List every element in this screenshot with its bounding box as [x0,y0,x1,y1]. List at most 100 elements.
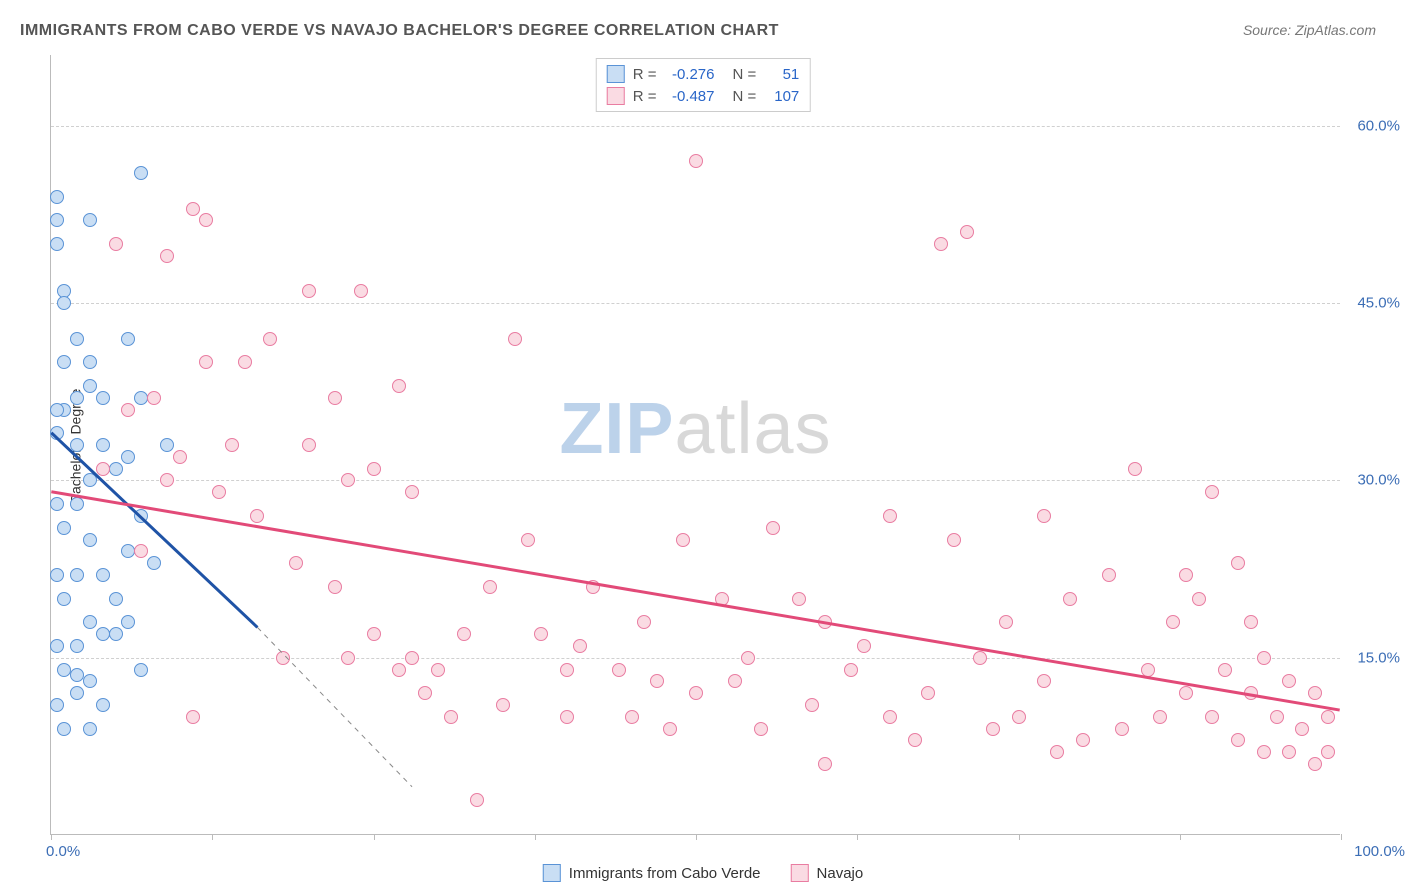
scatter-point [147,556,161,570]
scatter-point [50,190,64,204]
y-tick-label: 30.0% [1345,472,1400,489]
legend-n-label: N = [733,88,757,105]
scatter-point [121,403,135,417]
scatter-point [573,639,587,653]
x-tick-mark [1019,834,1020,840]
scatter-point [1141,663,1155,677]
scatter-point [83,533,97,547]
scatter-point [57,355,71,369]
scatter-point [121,544,135,558]
scatter-point [83,473,97,487]
scatter-point [199,213,213,227]
scatter-point [354,284,368,298]
scatter-point [70,639,84,653]
x-tick-mark [535,834,536,840]
legend-swatch [791,864,809,882]
scatter-point [1166,615,1180,629]
x-tick-mark [212,834,213,840]
scatter-point [96,438,110,452]
chart-area: 15.0%30.0%45.0%60.0%0.0%100.0%ZIPatlas [50,55,1340,835]
scatter-point [147,391,161,405]
scatter-point [1282,674,1296,688]
scatter-point [134,544,148,558]
scatter-point [57,296,71,310]
scatter-point [1102,568,1116,582]
scatter-point [857,639,871,653]
scatter-point [160,249,174,263]
scatter-point [883,710,897,724]
scatter-point [160,473,174,487]
x-tick-label-min: 0.0% [46,843,80,860]
scatter-point [50,426,64,440]
scatter-point [341,473,355,487]
scatter-point [134,391,148,405]
scatter-point [521,533,535,547]
legend-r-label: R = [633,66,657,83]
scatter-point [405,485,419,499]
scatter-point [70,497,84,511]
scatter-point [328,391,342,405]
scatter-point [986,722,1000,736]
gridline [51,303,1340,304]
scatter-point [470,793,484,807]
scatter-point [1076,733,1090,747]
scatter-point [302,438,316,452]
scatter-point [1179,686,1193,700]
scatter-point [960,225,974,239]
gridline [51,126,1340,127]
scatter-point [431,663,445,677]
scatter-point [70,686,84,700]
page-title: IMMIGRANTS FROM CABO VERDE VS NAVAJO BAC… [20,22,779,40]
scatter-point [457,627,471,641]
scatter-point [612,663,626,677]
scatter-point [199,355,213,369]
scatter-point [121,615,135,629]
scatter-point [1179,568,1193,582]
legend-n-value: 51 [764,66,799,83]
scatter-point [186,202,200,216]
legend-row: R =-0.487N =107 [607,85,800,107]
scatter-point [109,592,123,606]
scatter-point [637,615,651,629]
scatter-point [1218,663,1232,677]
scatter-point [792,592,806,606]
scatter-point [109,627,123,641]
scatter-point [1231,733,1245,747]
legend-swatch [607,65,625,83]
x-tick-mark [1341,834,1342,840]
scatter-point [1153,710,1167,724]
scatter-point [83,379,97,393]
scatter-point [367,627,381,641]
scatter-point [57,592,71,606]
y-tick-label: 45.0% [1345,295,1400,312]
scatter-point [57,521,71,535]
scatter-point [1282,745,1296,759]
scatter-point [1270,710,1284,724]
scatter-point [921,686,935,700]
scatter-point [947,533,961,547]
scatter-point [1244,615,1258,629]
scatter-point [341,651,355,665]
scatter-point [70,332,84,346]
scatter-point [534,627,548,641]
scatter-point [483,580,497,594]
scatter-point [496,698,510,712]
scatter-point [50,698,64,712]
y-tick-label: 60.0% [1345,117,1400,134]
scatter-point [1231,556,1245,570]
scatter-point [1244,686,1258,700]
scatter-point [883,509,897,523]
scatter-point [1037,674,1051,688]
scatter-point [50,403,64,417]
scatter-point [83,213,97,227]
scatter-point [1257,651,1271,665]
scatter-point [728,674,742,688]
scatter-point [741,651,755,665]
scatter-point [302,284,316,298]
x-tick-label-max: 100.0% [1354,843,1405,860]
correlation-legend: R =-0.276N =51R =-0.487N =107 [596,58,811,112]
legend-item: Immigrants from Cabo Verde [543,864,761,882]
scatter-point [289,556,303,570]
scatter-point [50,237,64,251]
legend-label: Immigrants from Cabo Verde [569,865,761,882]
